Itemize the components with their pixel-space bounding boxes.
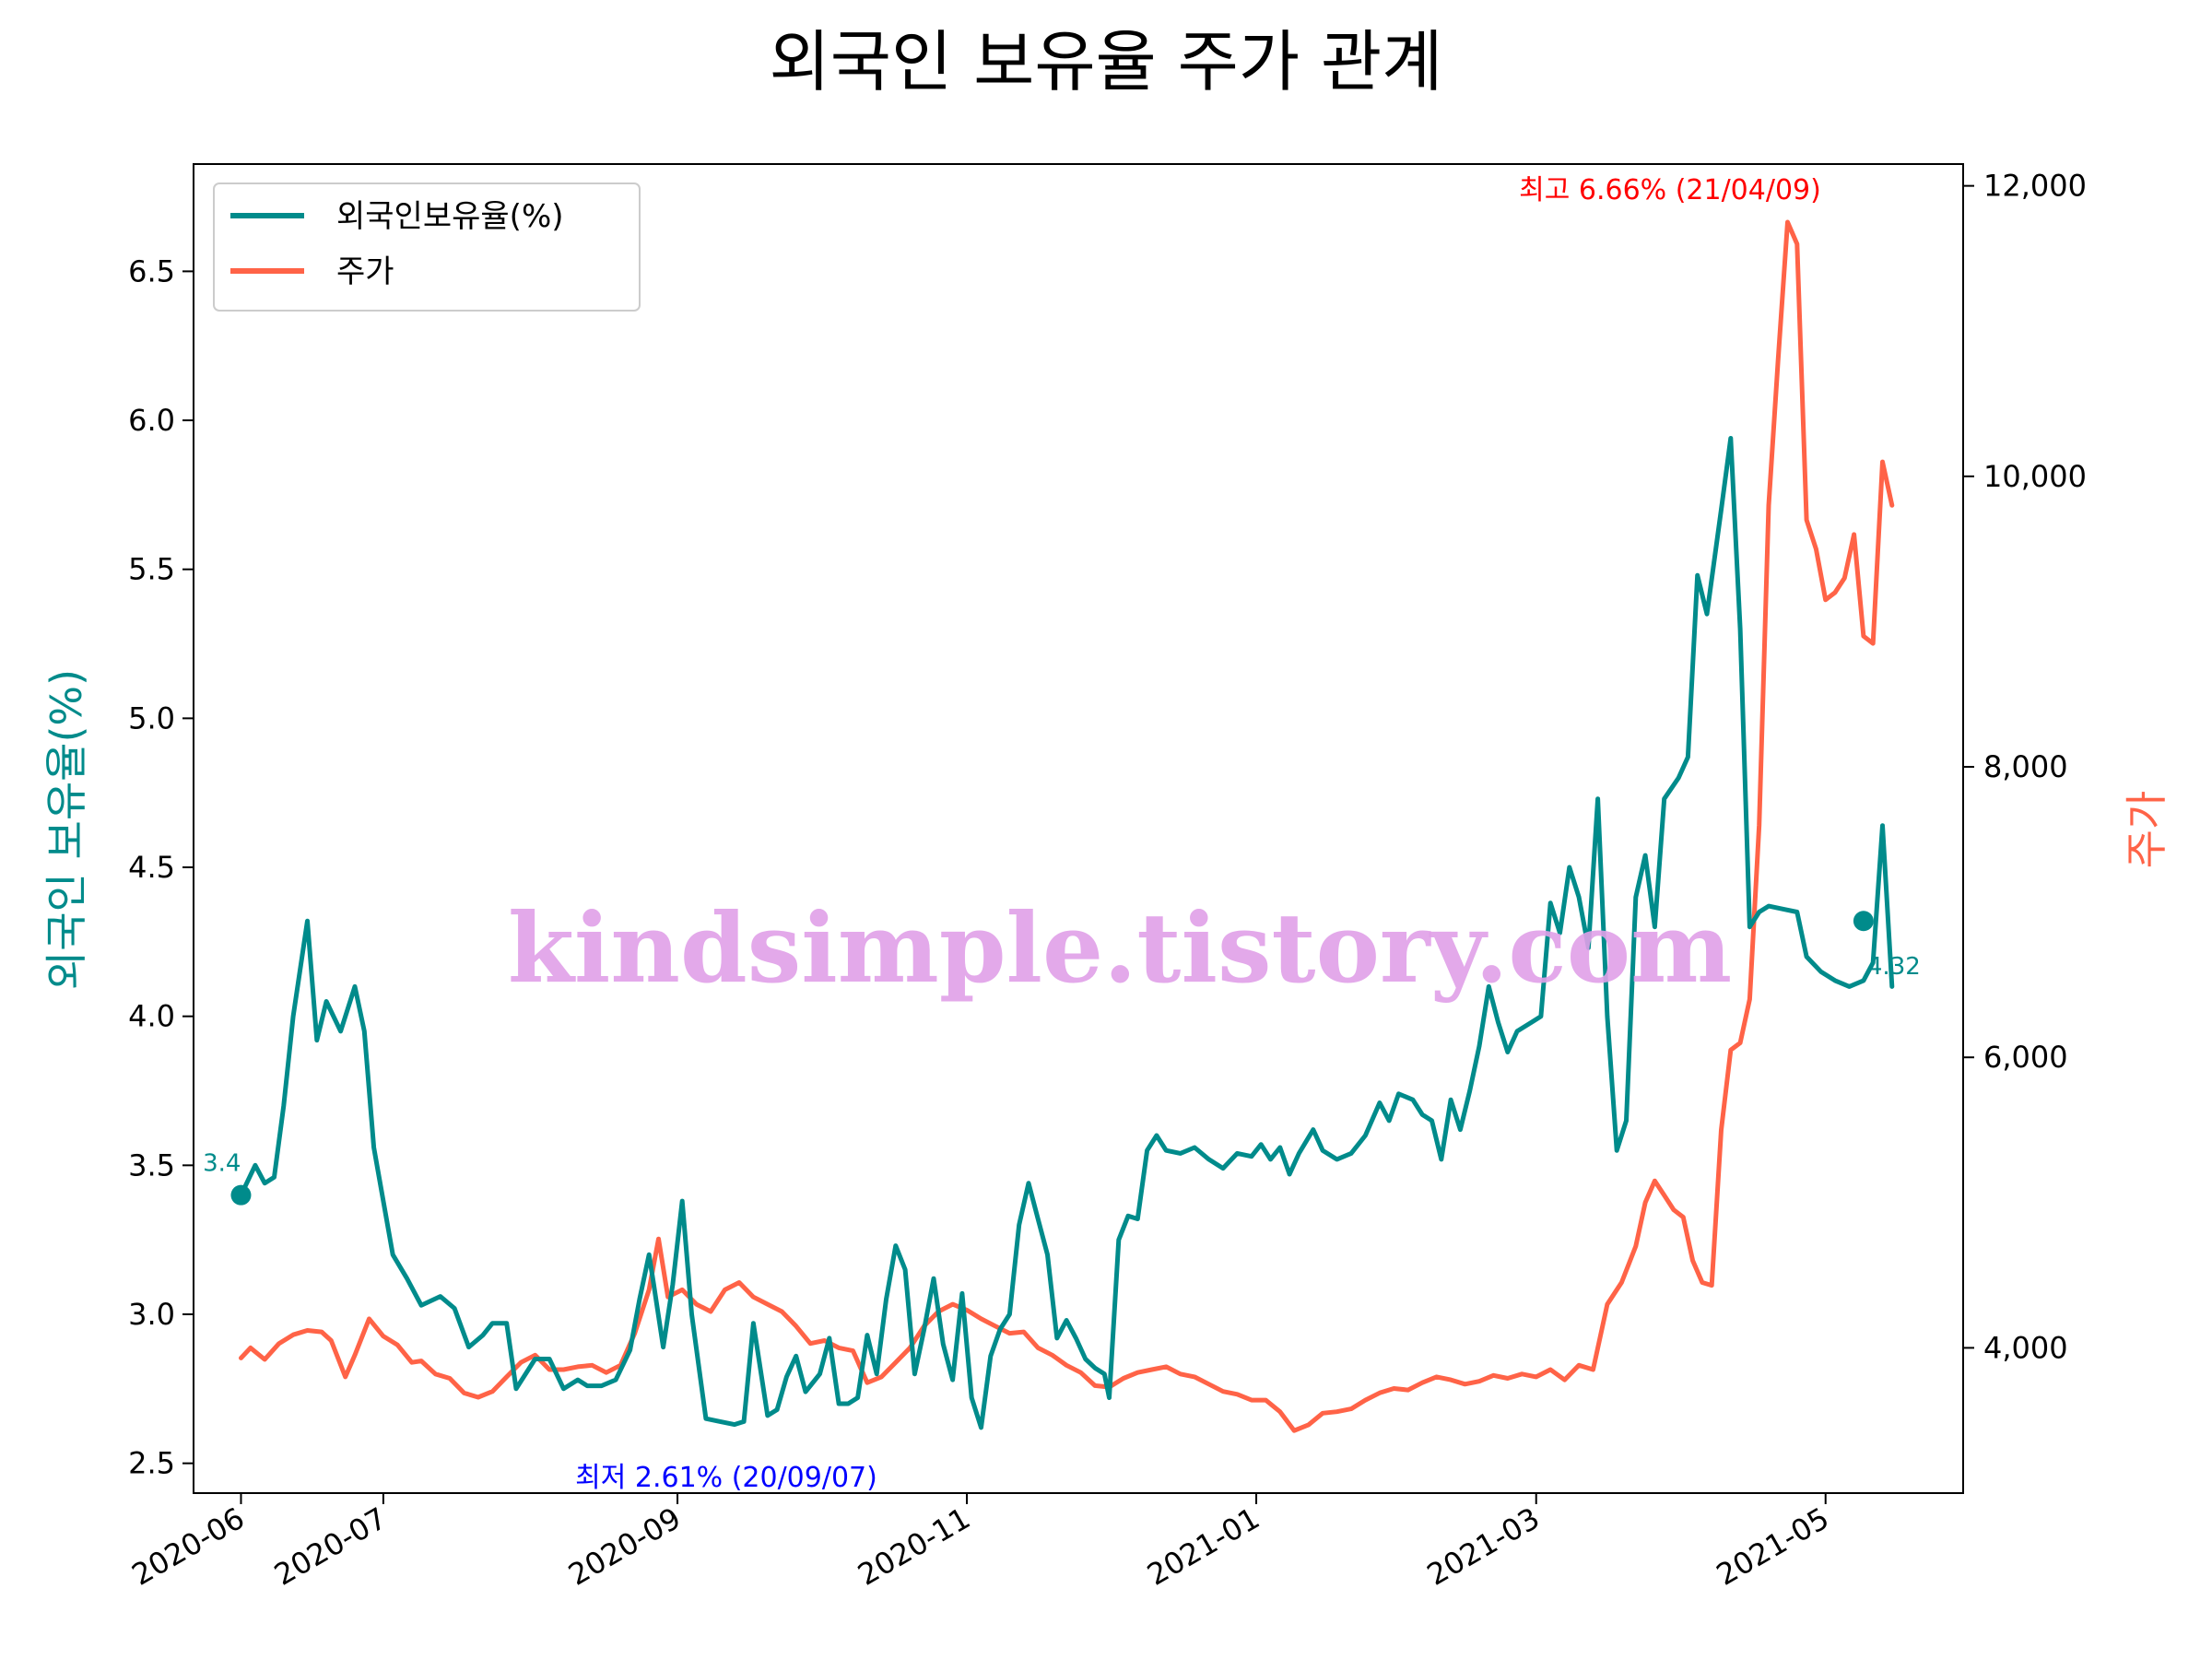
y-left-tick-label: 5.5: [128, 552, 175, 587]
series-layer: [239, 219, 1895, 1433]
x-tick-label: 2021-01: [1141, 1500, 1265, 1593]
x-tick-label: 2020-09: [562, 1500, 687, 1593]
y-left-tick-label: 5.0: [128, 700, 175, 735]
start-point-label: 3.4: [203, 1150, 241, 1178]
legend-label-price: 주가: [336, 253, 394, 290]
y-left-tick-label: 3.5: [128, 1147, 175, 1182]
y-axis-right-label: 주가: [2122, 791, 2171, 869]
y-left-tick-label: 3.0: [128, 1297, 175, 1332]
start-point-marker: [230, 1184, 252, 1206]
y-right-tick-label: 10,000: [1983, 459, 2087, 494]
legend: 외국인보유율(%) 주가: [213, 182, 641, 312]
chart-title: 외국인 보유율 주가 관계: [769, 23, 1442, 100]
y-left-tick-label: 2.5: [128, 1446, 175, 1481]
plot-area: [193, 163, 1964, 1494]
annotation-min: 최저 2.61% (20/09/07): [575, 1462, 877, 1494]
y-axis-left: 2.5 3.0 3.5 4.0 4.5 5.0 5.5 6.0 6.5: [128, 253, 194, 1481]
x-axis: 2020-06 2020-07 2020-09 2020-11 2021-01 2021-…: [126, 1493, 1835, 1593]
endpoint-layer: 3.4 4.32: [203, 911, 1921, 1206]
y-right-tick-label: 4,000: [1983, 1330, 2068, 1365]
end-point-marker: [1853, 911, 1874, 932]
y-axis-left-label: 외국인 보유율(%): [41, 669, 91, 990]
y-left-tick-label: 4.0: [128, 999, 175, 1034]
series-line-holding: [239, 436, 1895, 1430]
y-right-tick-label: 6,000: [1983, 1040, 2068, 1075]
watermark: kindsimple.tistory.com: [508, 891, 1732, 1005]
y-right-tick-label: 12,000: [1983, 169, 2087, 204]
y-left-tick-label: 6.0: [128, 403, 175, 438]
x-tick-label: 2020-11: [852, 1500, 976, 1593]
series-line-price: [239, 219, 1895, 1433]
legend-label-holding: 외국인보유율(%): [336, 198, 564, 235]
y-axis-right: 4,000 6,000 8,000 10,000 12,000: [1963, 169, 2087, 1365]
x-tick-label: 2021-03: [1421, 1500, 1546, 1593]
x-tick-label: 2021-05: [1711, 1500, 1835, 1593]
y-left-tick-label: 4.5: [128, 850, 175, 885]
legend-box: [213, 182, 641, 312]
annotation-max: 최고 6.66% (21/04/09): [1519, 174, 1821, 206]
x-tick-label: 2020-07: [268, 1500, 393, 1593]
x-tick-label: 2020-06: [126, 1500, 251, 1593]
y-left-tick-label: 6.5: [128, 253, 175, 288]
y-right-tick-label: 8,000: [1983, 749, 2068, 784]
end-point-label: 4.32: [1867, 953, 1921, 981]
